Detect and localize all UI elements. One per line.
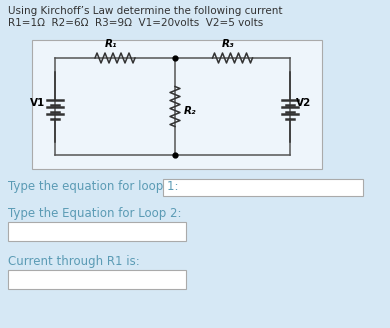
Text: Type the equation for loop 1:: Type the equation for loop 1: [8,180,179,193]
FancyBboxPatch shape [8,222,186,241]
Text: R₁: R₁ [105,39,117,49]
FancyBboxPatch shape [8,270,186,289]
FancyBboxPatch shape [163,179,363,196]
Text: Using Kirchoff’s Law determine the following current: Using Kirchoff’s Law determine the follo… [8,6,282,16]
Text: R1=1Ω  R2=6Ω  R3=9Ω  V1=20volts  V2=5 volts: R1=1Ω R2=6Ω R3=9Ω V1=20volts V2=5 volts [8,18,263,28]
Text: Type the Equation for Loop 2:: Type the Equation for Loop 2: [8,207,181,220]
Text: V2: V2 [296,98,311,109]
Text: Current through R1 is:: Current through R1 is: [8,255,140,268]
Text: R₃: R₃ [222,39,235,49]
Text: R₂: R₂ [184,107,197,116]
Text: V1: V1 [30,98,45,109]
FancyBboxPatch shape [32,40,322,169]
